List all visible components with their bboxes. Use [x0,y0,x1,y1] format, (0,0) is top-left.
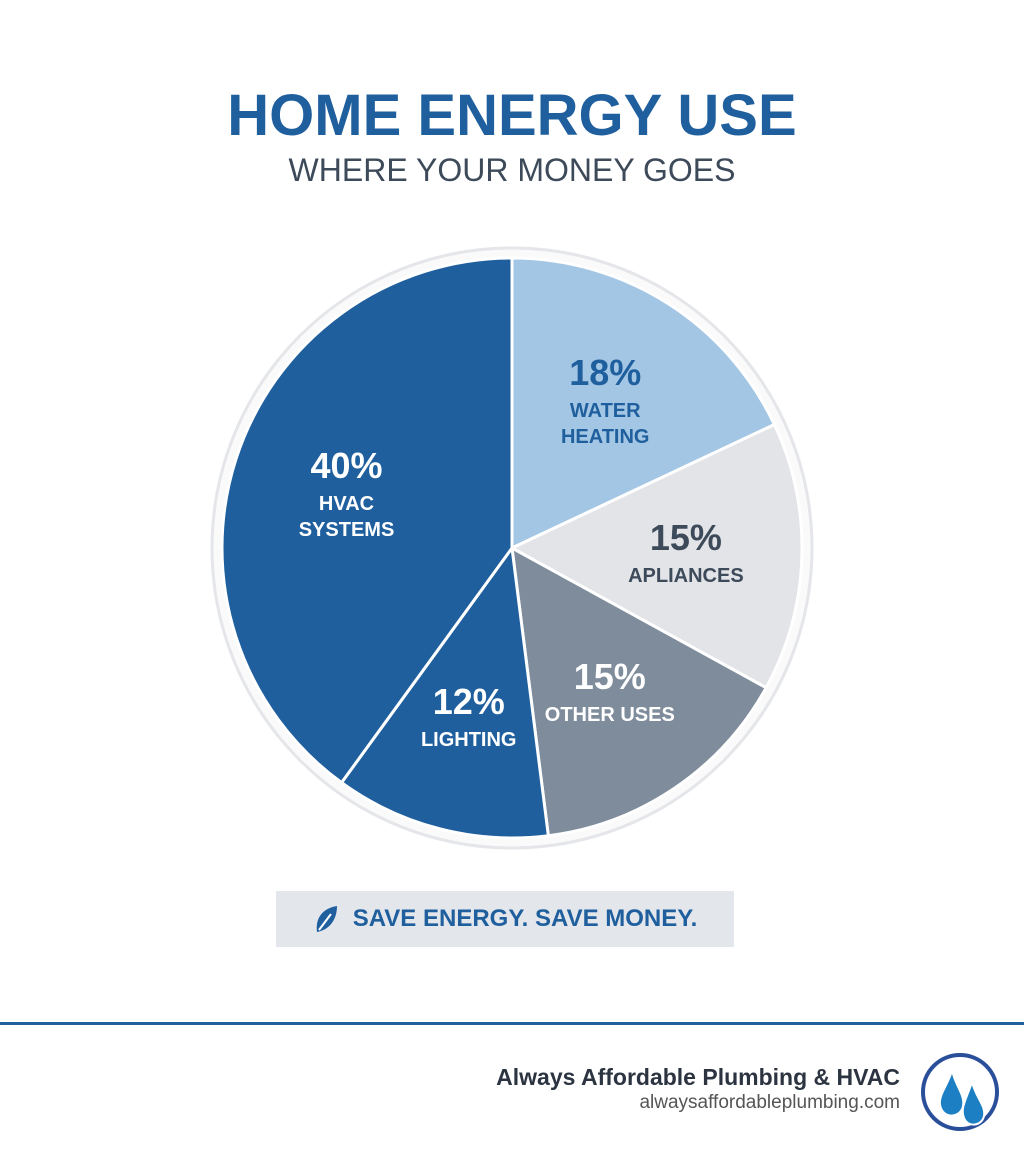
slice-label: 18% WATER HEATING [535,352,675,450]
pie-slice [508,422,804,690]
pie-slice [510,545,769,838]
value-label: 40% [310,445,383,487]
slice-label: 12% LIGHTING [399,681,539,753]
divider [0,1022,1024,1025]
pie-slice [339,544,551,840]
slice-label: 15% OTHER USES [540,656,680,728]
subtitle: WHERE YOUR MONEY GOES [288,152,736,188]
pie-slice [510,256,777,551]
banner: SAVE ENERGY. SAVE MONEY. [276,891,734,947]
value-label: 15% [649,517,722,559]
category-label: WATER HEATING [560,400,650,449]
leaf-icon [316,906,337,932]
category-label: HVAC SYSTEMS [298,493,395,542]
slice-label: 15% APLIANCES [616,517,756,589]
value-label: 15% [573,655,646,697]
title: HOME ENERGY USE [227,83,797,148]
value-label: 18% [569,352,642,394]
pie-chart [210,246,814,850]
slice-label: 40% HVAC SYSTEMS [277,445,417,543]
category-label: OTHER USES [544,703,675,726]
category-label: APLIANCES [628,565,744,588]
company-url: alwaysaffordableplumbing.com [639,1092,900,1113]
logo [921,1053,999,1131]
banner-text: SAVE ENERGY. SAVE MONEY. [352,905,698,932]
pie-slice [220,256,514,785]
company-name: Always Affordable Plumbing & HVAC [496,1064,900,1090]
value-label: 12% [432,680,505,722]
category-label: LIGHTING [420,728,517,751]
